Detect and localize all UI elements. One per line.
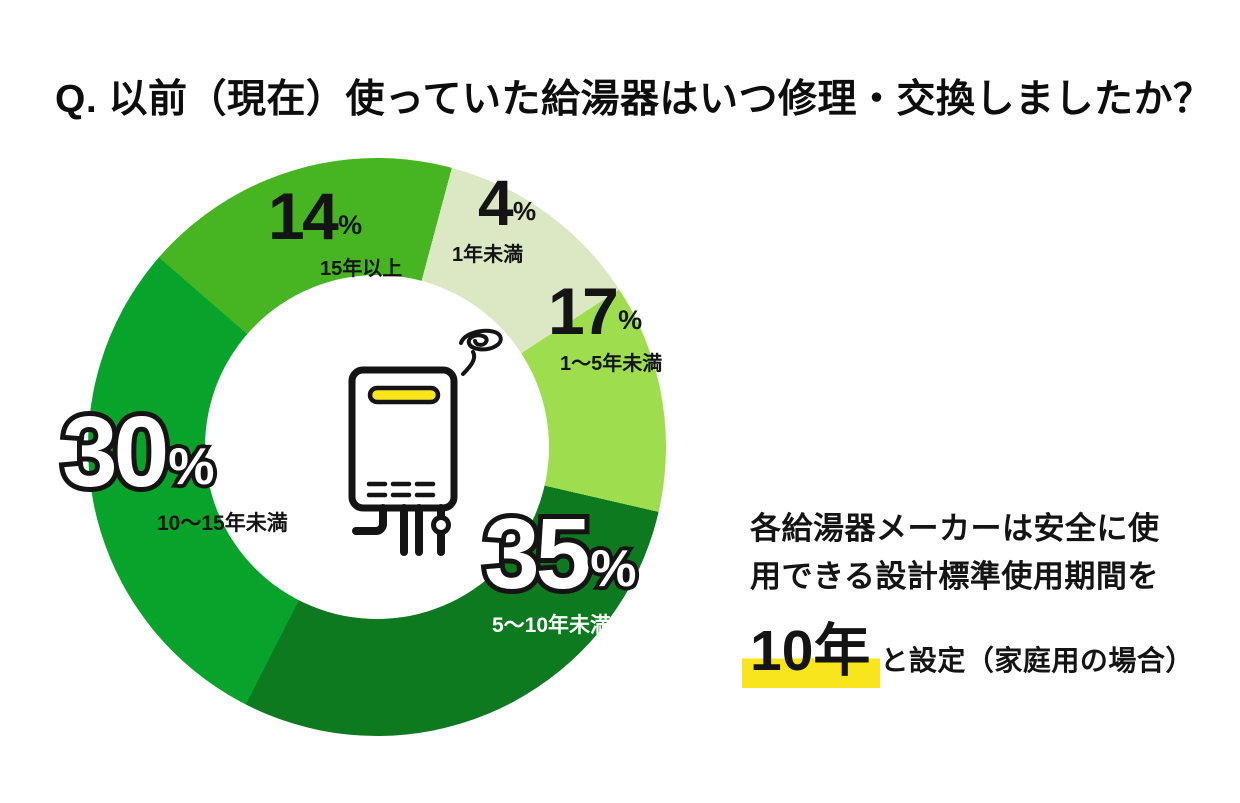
segment-label-1-to-5-years: 17% 1〜5年未満: [548, 278, 663, 376]
steam-swirl-icon: [459, 328, 503, 376]
segment-category: 5〜10年未満: [492, 614, 612, 637]
pipe-valve: [431, 515, 451, 535]
annotation-suffix: と設定（家庭用の場合）: [880, 645, 1194, 676]
percent-sign: %: [618, 305, 643, 336]
annotation-line-1: 各給湯器メーカーは安全に使: [750, 511, 1160, 546]
segment-label-10-to-15-years: 30% 10〜15年未満: [62, 402, 288, 537]
highlighted-10-years: 10年: [742, 619, 881, 688]
annotation-line-2: 用できる設計標準使用期間を: [750, 559, 1159, 594]
page-title: Q. 以前（現在）使っていた給湯器はいつ修理・交換しましたか？: [55, 78, 1213, 121]
segment-category: 1〜5年未満: [560, 353, 663, 376]
segment-label-under-1-year: 4% 1年未満: [452, 171, 537, 267]
segment-value: 35: [484, 504, 591, 604]
segment-value: 4: [478, 167, 514, 239]
water-heater-icon: [348, 328, 503, 556]
segment-value: 30: [62, 402, 169, 502]
heater-panel: [367, 385, 441, 405]
annotation-block: 各給湯器メーカーは安全に使 用できる設計標準使用期間を 10年 と設定（家庭用の場…: [742, 505, 1193, 688]
segment-category: 1年未満: [452, 244, 524, 267]
segment-label-5-to-10-years: 35% 5〜10年未満: [484, 504, 636, 639]
percent-sign: %: [338, 210, 363, 241]
segment-value: 17: [548, 274, 619, 348]
segment-value: 14: [268, 179, 339, 253]
percent-sign: %: [590, 543, 636, 595]
percent-sign: %: [168, 441, 214, 493]
segment-label-15-years-plus: 14% 15年以上: [268, 183, 403, 281]
segment-category: 10〜15年未満: [157, 512, 288, 535]
segment-category: 15年以上: [320, 258, 403, 281]
annotation-line-3: 10年 と設定（家庭用の場合）: [742, 605, 1193, 688]
percent-sign: %: [513, 196, 537, 227]
